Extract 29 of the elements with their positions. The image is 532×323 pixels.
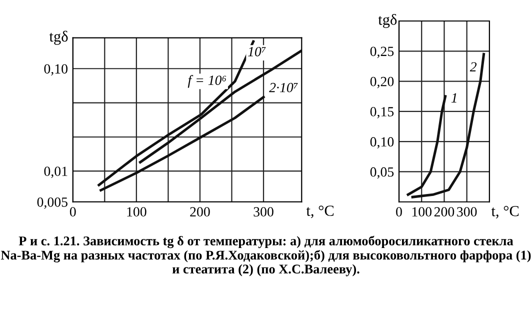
x-tick-label: 300 [254, 207, 274, 217]
annotation: 1 [451, 93, 456, 102]
text: Р и с. 1.21. Зависимость tg δ от температуры: а) для алюмоборосиликатного стекла Na-Ba-Mg на разных частотах (по Р.Я.Ходаковской);б) для высоковольтного фарфора (1) и стеатита (2) (по Х.С.Валееву). [0, 236, 531, 276]
annotation: f = 10⁶ [188, 75, 226, 88]
annotation: 2·10⁷ [269, 82, 298, 92]
y-tick-label: 0,20 [370, 76, 394, 88]
x-axis-title: t, °C [306, 206, 334, 218]
y-axis-title: tgδ [49, 30, 68, 45]
y-axis-title: tgδ [378, 14, 397, 28]
y-tick-label: 0,05 [370, 167, 394, 179]
annotation: 10⁷ [248, 46, 266, 56]
x-tick-label: 200 [434, 207, 454, 217]
y-tick-label: 0,10 [44, 64, 68, 76]
x-tick-label: 200 [190, 207, 210, 217]
line-series [100, 96, 265, 192]
line-series [411, 52, 486, 198]
x-tick-label: 0 [396, 207, 402, 217]
x-tick-label: 300 [457, 207, 477, 217]
x-tick-label: 0 [70, 207, 76, 217]
x-axis-title: t, °C [491, 206, 519, 218]
y-tick-label: 0,01 [44, 166, 68, 178]
y-tick-label: 0,10 [370, 137, 394, 149]
y-tick-label: 0,15 [370, 107, 394, 118]
y-tick-label: 0,005 [37, 197, 68, 209]
line-series [406, 95, 447, 196]
annotation: 2 [470, 62, 477, 72]
x-tick-label: 100 [412, 207, 432, 217]
y-tick-label: 0,25 [370, 46, 394, 58]
x-tick-label: 100 [127, 207, 146, 217]
